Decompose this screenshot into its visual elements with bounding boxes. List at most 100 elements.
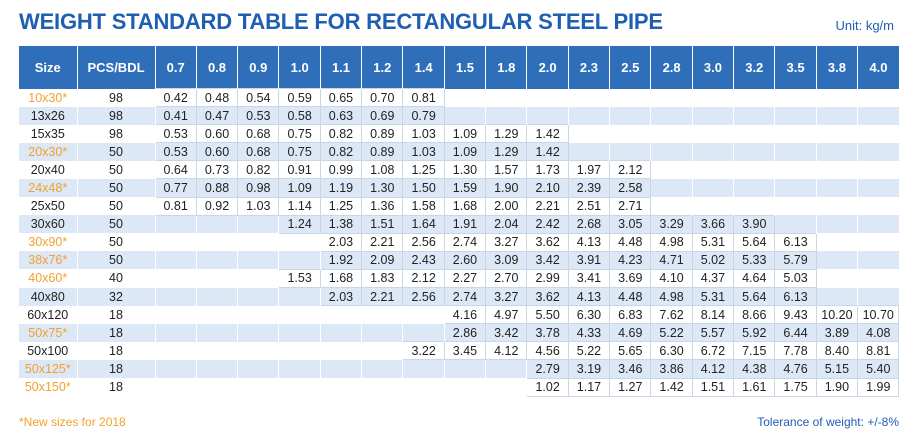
pcs-cell: 18 — [77, 359, 156, 378]
size-cell: 30x90* — [19, 233, 78, 252]
weight-cell: 2.03 — [319, 232, 363, 252]
empty-cell — [650, 124, 693, 143]
weight-cell: 6.83 — [609, 305, 652, 325]
weight-cell: 2.21 — [526, 196, 569, 216]
empty-cell — [858, 89, 899, 107]
weight-cell: 1.09 — [443, 142, 487, 162]
column-header-thickness: 1.1 — [320, 46, 363, 89]
empty-cell — [650, 160, 693, 179]
table-row: 40x80 32 2.03 2.21 2.56 2.74 3.27 3.62 4.13 4.48 4… — [19, 287, 899, 307]
weight-cell: 2.99 — [526, 268, 569, 289]
weight-cell: 2.12 — [402, 268, 445, 289]
size-cell: 30x60 — [19, 215, 78, 234]
weight-cell: 0.63 — [319, 106, 363, 126]
weight-cell: 1.24 — [278, 214, 321, 234]
empty-cell — [155, 378, 197, 397]
empty-cell — [609, 142, 652, 161]
empty-cell — [609, 88, 652, 107]
weight-cell: 0.75 — [278, 124, 321, 144]
table-row: 50x100 18 3.22 3.45 4.12 4.56 5.22 5.65 6.30 6.72… — [19, 341, 900, 361]
weight-cell: 5.22 — [650, 323, 693, 343]
weight-cell: 2.56 — [402, 232, 445, 252]
empty-cell — [858, 215, 899, 233]
weight-cell: 1.09 — [278, 178, 321, 198]
weight-cell: 7.78 — [774, 341, 817, 361]
weight-cell: 2.10 — [526, 178, 569, 198]
weight-cell: 1.30 — [443, 160, 487, 180]
weight-cell: 2.04 — [485, 214, 528, 234]
weight-cell: 0.89 — [361, 142, 404, 162]
empty-cell — [816, 142, 859, 161]
empty-cell — [237, 233, 280, 252]
empty-cell — [858, 288, 899, 306]
weight-cell: 1.19 — [319, 178, 363, 198]
weight-cell: 3.69 — [609, 268, 652, 289]
weight-cell: 1.90 — [815, 377, 859, 397]
weight-cell: 2.58 — [609, 178, 652, 198]
empty-cell — [568, 106, 611, 125]
table-row: 25x50 50 0.81 0.92 1.03 1.14 1.25 1.36 1.58 1.68 2… — [19, 196, 899, 216]
empty-cell — [402, 378, 445, 397]
weight-cell: 1.29 — [485, 124, 528, 144]
empty-cell — [155, 359, 197, 378]
empty-cell — [858, 197, 899, 215]
empty-cell — [858, 107, 899, 125]
column-header-thickness: 2.3 — [568, 46, 611, 89]
empty-cell — [692, 88, 735, 107]
weight-cell: 0.75 — [278, 142, 321, 162]
weight-cell: 0.69 — [361, 106, 404, 126]
weight-cell: 1.61 — [733, 377, 776, 397]
empty-cell — [858, 269, 899, 287]
empty-cell — [692, 178, 735, 198]
weight-cell: 0.82 — [319, 124, 363, 144]
weight-cell: 1.30 — [361, 178, 404, 198]
empty-cell — [692, 142, 735, 161]
weight-cell: 2.21 — [361, 232, 404, 252]
weight-cell: 0.79 — [402, 106, 445, 126]
empty-cell — [155, 305, 197, 324]
pcs-cell: 18 — [77, 305, 156, 324]
weight-cell: 2.74 — [443, 232, 487, 252]
empty-cell — [196, 378, 239, 397]
weight-cell: 6.30 — [650, 341, 693, 361]
weight-cell: 4.97 — [485, 305, 528, 325]
weight-cell: 4.64 — [733, 268, 776, 289]
weight-cell: 10.70 — [857, 305, 900, 325]
pcs-cell: 50 — [77, 233, 156, 252]
weight-cell: 2.56 — [402, 287, 445, 307]
empty-cell — [361, 305, 404, 324]
weight-cell: 2.60 — [443, 250, 487, 270]
column-header-thickness: 0.8 — [196, 46, 239, 89]
weight-cell: 4.98 — [650, 232, 693, 252]
empty-cell — [155, 269, 197, 288]
empty-cell — [320, 341, 363, 360]
size-cell: 40x80 — [19, 287, 78, 306]
weight-cell: 3.46 — [609, 359, 652, 379]
empty-cell — [526, 88, 569, 107]
empty-cell — [774, 106, 817, 125]
empty-cell — [196, 305, 239, 324]
empty-cell — [692, 106, 735, 125]
weight-cell: 1.42 — [650, 377, 693, 397]
weight-cell: 6.13 — [774, 232, 817, 252]
empty-cell — [774, 197, 817, 216]
empty-cell — [733, 178, 776, 198]
weight-cell: 1.02 — [526, 377, 569, 397]
weight-cell: 1.58 — [402, 196, 445, 216]
empty-cell — [733, 124, 776, 143]
empty-cell — [568, 88, 611, 107]
table-row: 20x30* 50 0.53 0.60 0.68 0.75 0.82 0.89 1.03 1.09… — [19, 142, 899, 162]
size-cell: 20x40 — [19, 160, 78, 179]
empty-cell — [196, 287, 239, 306]
weight-cell: 5.64 — [733, 287, 776, 307]
empty-cell — [196, 251, 239, 270]
empty-cell — [816, 269, 859, 288]
empty-cell — [816, 215, 859, 234]
size-cell: 50x100 — [19, 341, 78, 360]
weight-cell: 4.33 — [567, 323, 611, 343]
weight-cell: 2.86 — [443, 323, 487, 343]
weight-cell: 0.68 — [237, 124, 280, 144]
size-cell: 50x125* — [19, 359, 78, 378]
table-row: 60x120 18 4.16 4.97 5.50 6.30 6.83 7.62 8.14 8.66… — [19, 305, 900, 325]
empty-cell — [320, 378, 363, 397]
